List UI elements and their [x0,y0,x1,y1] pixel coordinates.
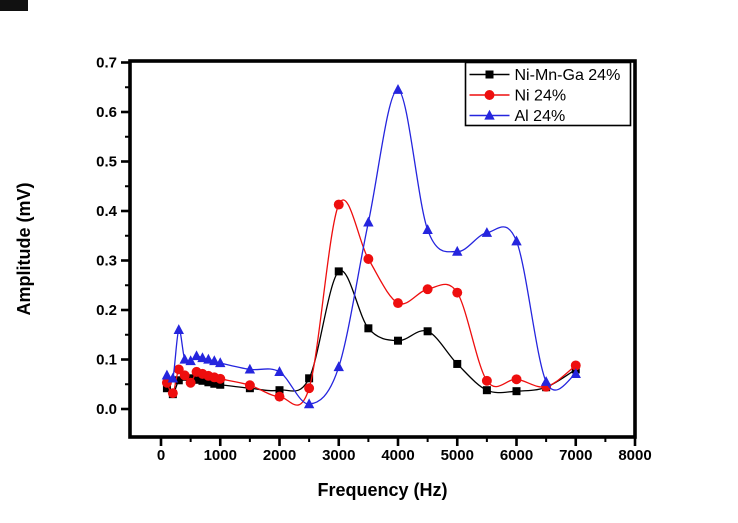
y-tick-label: 0.6 [96,104,117,121]
data-point-triangle-marker [185,355,196,366]
legend-label: Ni 24% [515,88,567,105]
data-point-square-marker [334,267,343,276]
data-point-triangle-marker [209,355,220,366]
data-point-circle-marker [511,374,522,385]
data-point-triangle-marker [422,224,433,234]
data-point-square-marker [512,387,521,396]
data-point-square-marker [482,386,491,395]
data-point-triangle-marker [363,216,374,227]
data-point-circle-marker [452,287,463,298]
y-tick-label: 0.5 [96,154,117,171]
data-point-triangle-marker [333,361,344,372]
data-point-circle-marker [185,377,196,388]
data-point-square-marker [216,380,225,389]
legend-square-marker [485,70,494,79]
data-point-triangle-marker [244,363,256,374]
data-point-square-marker [275,386,284,395]
data-point-circle-marker [393,298,403,309]
x-tick-label: 2000 [263,447,296,464]
data-point-circle-marker [422,284,433,295]
data-point-triangle-marker [511,235,522,246]
x-axis-title: Frequency (Hz) [317,480,447,500]
data-point-square-marker [453,359,462,368]
data-point-triangle-marker [215,357,226,368]
data-point-triangle-marker [540,376,552,386]
data-point-circle-marker [363,254,374,264]
data-point-square-marker [364,324,373,333]
data-point-square-marker [210,379,219,388]
y-tick-label: 0.0 [96,401,117,418]
data-point-triangle-marker [191,350,202,361]
screenshot-corner-artifact [0,0,28,11]
series-line-al [166,89,577,405]
data-point-triangle-marker [303,398,315,409]
data-point-triangle-marker [167,372,179,383]
data-point-square-marker [423,327,432,336]
legend-triangle-marker [484,109,495,120]
data-point-triangle-marker [392,84,404,94]
data-point-square-marker [174,376,183,385]
plot-border [128,59,637,439]
x-tick-label: 7000 [559,447,592,464]
data-point-square-marker [162,384,171,393]
data-point-triangle-marker [570,368,581,378]
y-tick-label: 0.4 [96,203,118,220]
legend-circle-marker [484,90,495,100]
y-tick-label: 0.7 [96,55,117,72]
data-point-triangle-marker [197,352,208,363]
data-point-circle-marker [333,199,344,210]
legend-label: Ni-Mn-Ga 24% [515,67,621,84]
data-point-square-marker [305,374,314,383]
data-point-circle-marker [481,375,492,386]
data-point-square-marker [198,376,207,385]
data-point-triangle-marker [173,324,184,334]
data-point-triangle-marker [179,353,190,364]
x-tick-label: 0 [157,447,165,464]
data-point-circle-marker [167,388,178,399]
y-axis-title: Amplitude (mV) [14,182,34,315]
x-tick-label: 3000 [322,447,355,464]
data-point-square-marker [192,375,201,384]
y-tick-label: 0.3 [96,253,117,270]
data-point-triangle-marker [161,369,173,380]
data-point-circle-marker [274,391,285,402]
data-point-circle-marker [304,383,315,394]
legend-label: Al 24% [515,108,566,125]
data-point-triangle-marker [452,245,463,256]
data-point-circle-marker [179,370,190,381]
data-point-circle-marker [215,373,226,384]
y-tick-label: 0.1 [96,352,117,369]
data-point-square-marker [204,378,213,387]
series-line-ni [166,199,577,406]
data-point-triangle-marker [481,227,493,237]
data-point-triangle-marker [203,353,214,364]
x-tick-label: 8000 [618,447,651,464]
x-tick-label: 6000 [500,447,533,464]
data-point-circle-marker [244,380,255,391]
data-point-square-marker [394,336,402,345]
x-tick-label: 1000 [204,447,237,464]
x-tick-label: 5000 [441,447,474,464]
data-point-circle-marker [570,360,581,371]
data-point-triangle-marker [274,366,285,377]
y-tick-label: 0.2 [96,302,117,319]
x-tick-label: 4000 [381,447,414,464]
